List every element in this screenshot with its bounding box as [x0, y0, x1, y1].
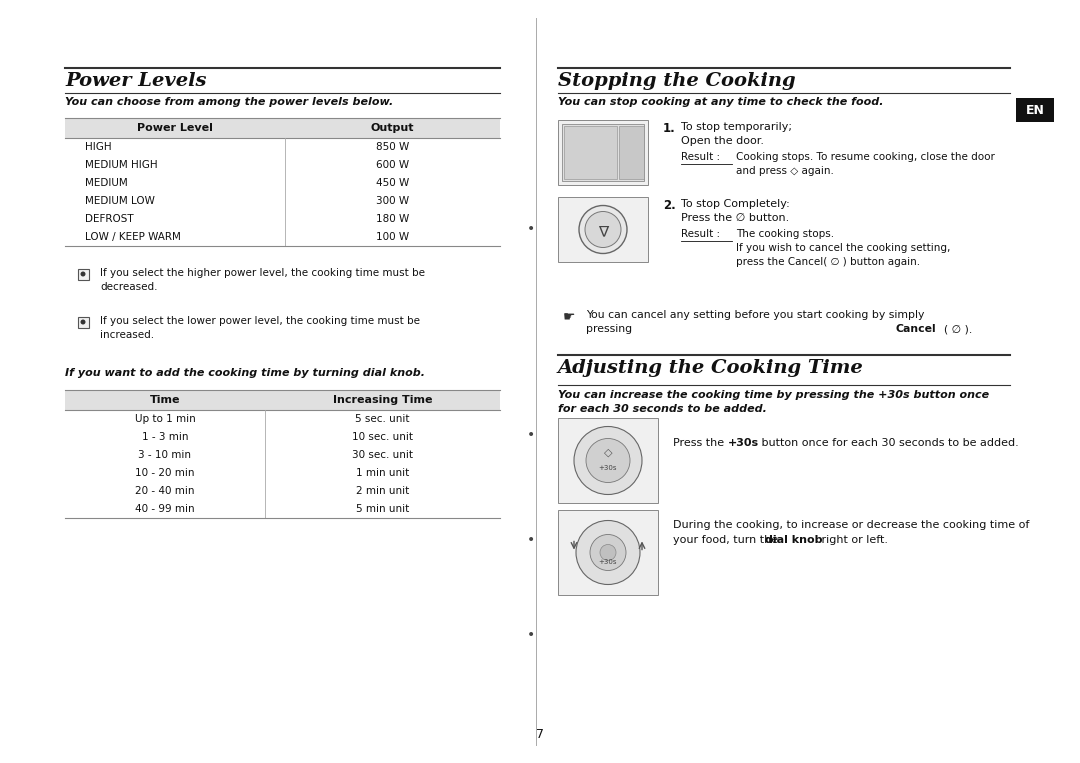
Text: •: • [527, 533, 535, 547]
Text: The cooking stops.
If you wish to cancel the cooking setting,
press the Cancel( : The cooking stops. If you wish to cancel… [735, 229, 950, 267]
Text: 30 sec. unit: 30 sec. unit [352, 450, 413, 460]
Text: 2.: 2. [663, 199, 676, 212]
Bar [564, 126, 618, 179]
Text: DEFROST: DEFROST [85, 214, 134, 224]
Text: HIGH: HIGH [85, 142, 111, 152]
Text: During the cooking, to increase or decrease the cooking time of: During the cooking, to increase or decre… [673, 520, 1029, 530]
Text: 180 W: 180 W [376, 214, 409, 224]
Text: Adjusting the Cooking Time: Adjusting the Cooking Time [558, 359, 864, 377]
Text: You can increase the cooking time by pressing the +30s button once: You can increase the cooking time by pre… [558, 390, 989, 400]
Text: 300 W: 300 W [376, 196, 409, 206]
Text: ( ∅ ).: ( ∅ ). [944, 324, 972, 334]
Circle shape [586, 439, 630, 482]
Text: LOW / KEEP WARM: LOW / KEEP WARM [85, 232, 180, 242]
Text: If you select the higher power level, the cooking time must be
decreased.: If you select the higher power level, th… [100, 268, 426, 292]
Text: Power Level: Power Level [137, 123, 213, 133]
Bar [558, 510, 658, 595]
Text: You can choose from among the power levels below.: You can choose from among the power leve… [65, 97, 393, 107]
Text: Power Levels: Power Levels [65, 72, 206, 90]
Text: 40 - 99 min: 40 - 99 min [135, 504, 194, 514]
Bar [558, 120, 648, 185]
Text: Cooking stops. To resume cooking, close the door
and press ◇ again.: Cooking stops. To resume cooking, close … [735, 152, 995, 176]
Circle shape [600, 545, 616, 561]
Text: 450 W: 450 W [376, 178, 409, 188]
Circle shape [585, 211, 621, 247]
Text: ◇: ◇ [604, 448, 612, 458]
Bar [619, 126, 644, 179]
Text: 1 min unit: 1 min unit [356, 468, 409, 478]
Bar [65, 118, 500, 138]
Text: MEDIUM HIGH: MEDIUM HIGH [85, 160, 158, 170]
Bar [65, 390, 500, 410]
Bar [558, 418, 658, 503]
Text: for each 30 seconds to be added.: for each 30 seconds to be added. [558, 404, 767, 414]
Text: You can cancel any setting before you start cooking by simply
pressing: You can cancel any setting before you st… [586, 310, 924, 334]
Text: •: • [527, 628, 535, 642]
Text: If you want to add the cooking time by turning dial knob.: If you want to add the cooking time by t… [65, 368, 426, 378]
Text: Press the: Press the [673, 438, 728, 448]
Text: ☛: ☛ [563, 310, 576, 324]
Circle shape [81, 320, 85, 324]
Text: To stop Completely:: To stop Completely: [681, 199, 789, 209]
Text: Stopping the Cooking: Stopping the Cooking [558, 72, 796, 90]
Text: 2 min unit: 2 min unit [356, 486, 409, 496]
Text: 10 - 20 min: 10 - 20 min [135, 468, 194, 478]
Circle shape [573, 427, 642, 494]
Text: your food, turn the: your food, turn the [673, 535, 782, 545]
Text: 20 - 40 min: 20 - 40 min [135, 486, 194, 496]
Text: MEDIUM: MEDIUM [85, 178, 127, 188]
Text: Result :: Result : [681, 229, 720, 239]
Text: Press the ∅ button.: Press the ∅ button. [681, 213, 789, 223]
Bar [558, 197, 648, 262]
Text: Time: Time [150, 395, 180, 405]
Text: MEDIUM LOW: MEDIUM LOW [85, 196, 154, 206]
Text: 850 W: 850 W [376, 142, 409, 152]
Bar [78, 317, 89, 327]
Text: 5 sec. unit: 5 sec. unit [355, 414, 409, 424]
Text: 1 - 3 min: 1 - 3 min [141, 432, 188, 442]
Text: You can stop cooking at any time to check the food.: You can stop cooking at any time to chec… [558, 97, 883, 107]
Text: EN: EN [1026, 104, 1044, 117]
Text: Up to 1 min: Up to 1 min [135, 414, 195, 424]
Text: Cancel: Cancel [896, 324, 936, 334]
Text: 10 sec. unit: 10 sec. unit [352, 432, 413, 442]
Text: 100 W: 100 W [376, 232, 409, 242]
Circle shape [579, 205, 627, 253]
Text: right or left.: right or left. [818, 535, 888, 545]
Circle shape [81, 272, 85, 276]
Text: +30s: +30s [598, 465, 618, 472]
Bar [562, 124, 644, 181]
Text: 600 W: 600 W [376, 160, 409, 170]
Text: To stop temporarily;: To stop temporarily; [681, 122, 792, 132]
Text: +30s: +30s [728, 438, 759, 448]
Bar [78, 269, 89, 279]
Text: Output: Output [370, 123, 415, 133]
Bar [1016, 98, 1054, 122]
Circle shape [576, 520, 640, 584]
Text: Open the door.: Open the door. [681, 136, 764, 146]
Text: 1.: 1. [663, 122, 676, 135]
Text: +30s: +30s [598, 559, 618, 565]
Text: dial knob: dial knob [765, 535, 823, 545]
Text: •: • [527, 428, 535, 442]
Text: Result :: Result : [681, 152, 720, 162]
Text: Increasing Time: Increasing Time [333, 395, 432, 405]
Text: If you select the lower power level, the cooking time must be
increased.: If you select the lower power level, the… [100, 316, 420, 340]
Text: 3 - 10 min: 3 - 10 min [138, 450, 191, 460]
Text: 5 min unit: 5 min unit [356, 504, 409, 514]
Text: button once for each 30 seconds to be added.: button once for each 30 seconds to be ad… [758, 438, 1018, 448]
Text: •: • [527, 223, 535, 237]
Text: ∇: ∇ [598, 224, 608, 239]
Text: 7: 7 [536, 729, 544, 742]
Circle shape [590, 535, 626, 571]
